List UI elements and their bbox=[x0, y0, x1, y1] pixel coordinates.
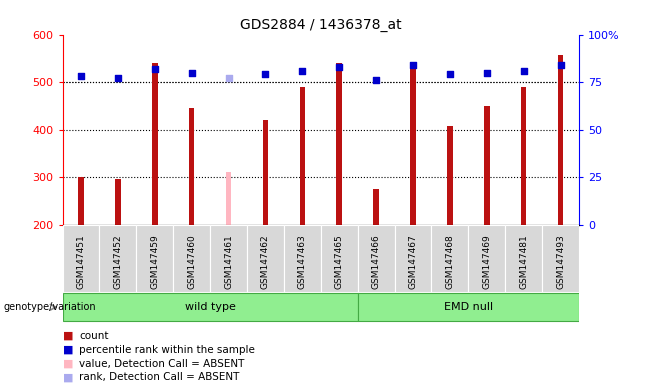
Text: GSM147463: GSM147463 bbox=[298, 235, 307, 290]
Text: ■: ■ bbox=[63, 345, 73, 355]
Bar bbox=[63, 293, 358, 321]
Text: GSM147468: GSM147468 bbox=[445, 235, 455, 290]
Text: rank, Detection Call = ABSENT: rank, Detection Call = ABSENT bbox=[79, 372, 240, 382]
Text: ■: ■ bbox=[63, 331, 73, 341]
Text: ■: ■ bbox=[63, 359, 73, 369]
Bar bbox=[284, 225, 321, 292]
Point bbox=[76, 73, 86, 79]
Bar bbox=[395, 225, 432, 292]
Point bbox=[519, 68, 529, 74]
Point bbox=[408, 62, 418, 68]
Bar bbox=[299, 87, 305, 225]
Point bbox=[186, 70, 197, 76]
Bar bbox=[410, 63, 416, 225]
Bar bbox=[336, 63, 342, 225]
Bar bbox=[115, 179, 120, 225]
Text: GSM147451: GSM147451 bbox=[76, 235, 86, 290]
Text: GSM147467: GSM147467 bbox=[409, 235, 418, 290]
Bar bbox=[468, 225, 505, 292]
Text: percentile rank within the sample: percentile rank within the sample bbox=[79, 345, 255, 355]
Point bbox=[297, 68, 307, 74]
Text: wild type: wild type bbox=[185, 302, 236, 312]
Point bbox=[445, 71, 455, 78]
Bar bbox=[226, 172, 232, 225]
Point bbox=[113, 75, 123, 81]
Bar bbox=[432, 225, 468, 292]
Bar bbox=[447, 126, 453, 225]
Text: GSM147461: GSM147461 bbox=[224, 235, 233, 290]
Text: GSM147466: GSM147466 bbox=[372, 235, 380, 290]
Text: genotype/variation: genotype/variation bbox=[3, 302, 96, 312]
Text: value, Detection Call = ABSENT: value, Detection Call = ABSENT bbox=[79, 359, 244, 369]
Text: GSM147460: GSM147460 bbox=[187, 235, 196, 290]
Bar bbox=[484, 106, 490, 225]
Point bbox=[260, 71, 270, 78]
Bar bbox=[152, 63, 157, 225]
Point bbox=[334, 64, 345, 70]
Bar bbox=[173, 225, 210, 292]
Text: GSM147459: GSM147459 bbox=[150, 235, 159, 290]
Bar bbox=[321, 225, 358, 292]
Bar bbox=[542, 225, 579, 292]
Bar bbox=[358, 225, 395, 292]
Bar bbox=[521, 87, 526, 225]
Point bbox=[371, 77, 382, 83]
Point bbox=[149, 66, 160, 72]
Text: GSM147452: GSM147452 bbox=[113, 235, 122, 290]
Bar bbox=[263, 120, 268, 225]
Title: GDS2884 / 1436378_at: GDS2884 / 1436378_at bbox=[240, 18, 401, 32]
Text: GSM147462: GSM147462 bbox=[261, 235, 270, 290]
Bar bbox=[210, 225, 247, 292]
Bar bbox=[247, 225, 284, 292]
Bar bbox=[78, 177, 84, 225]
Text: GSM147469: GSM147469 bbox=[482, 235, 492, 290]
Point bbox=[555, 62, 566, 68]
Text: GSM147493: GSM147493 bbox=[556, 235, 565, 290]
Bar bbox=[505, 225, 542, 292]
Bar bbox=[358, 293, 579, 321]
Bar bbox=[63, 225, 99, 292]
Text: ■: ■ bbox=[63, 372, 73, 382]
Bar bbox=[136, 225, 173, 292]
Text: GSM147481: GSM147481 bbox=[519, 235, 528, 290]
Point bbox=[482, 70, 492, 76]
Text: count: count bbox=[79, 331, 109, 341]
Bar bbox=[189, 108, 194, 225]
Text: EMD null: EMD null bbox=[443, 302, 493, 312]
Point bbox=[223, 75, 234, 81]
Bar bbox=[99, 225, 136, 292]
Bar bbox=[373, 189, 379, 225]
Bar bbox=[558, 55, 563, 225]
Text: GSM147465: GSM147465 bbox=[335, 235, 343, 290]
